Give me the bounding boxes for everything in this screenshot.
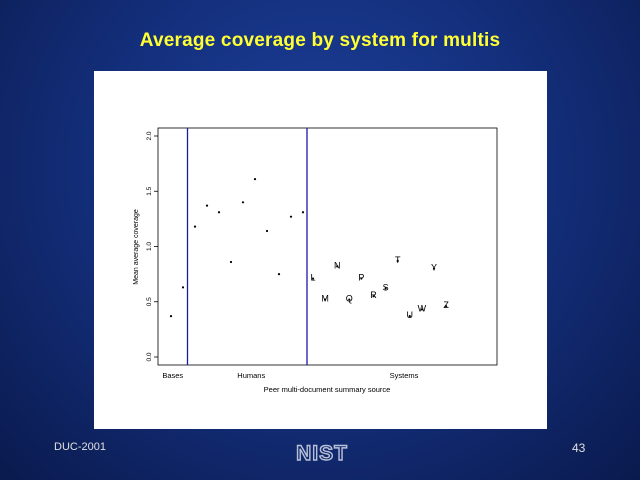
system-label-R: R xyxy=(370,290,377,300)
y-axis-label: Mean average coverage xyxy=(133,209,140,285)
baseline-point-1 xyxy=(181,286,185,289)
human-point-7 xyxy=(277,273,281,276)
y-tick-label-1: 0.5 xyxy=(146,297,153,306)
human-point-5 xyxy=(253,177,257,181)
system-label-Z: Z xyxy=(443,300,449,310)
system-label-M: M xyxy=(321,294,329,304)
system-point-T xyxy=(396,259,399,262)
group-label-systems: Systems xyxy=(390,371,419,380)
system-label-Y: Y xyxy=(431,263,437,273)
system-label-N: N xyxy=(334,260,341,270)
y-axis: 0.0 0.5 1.0 1.5 2.0 xyxy=(146,131,158,362)
system-label-U: U xyxy=(407,310,414,320)
system-point-S xyxy=(384,287,387,290)
group-label-bases: Bases xyxy=(162,371,183,380)
human-point-6 xyxy=(265,229,269,233)
system-label-S: S xyxy=(383,282,389,292)
group-labels: Bases Humans Systems xyxy=(162,371,418,380)
system-point-M xyxy=(324,298,327,301)
y-tick-label-3: 1.5 xyxy=(146,186,153,195)
system-label-P: P xyxy=(358,273,364,283)
y-tick-label-2: 1.0 xyxy=(146,242,153,251)
system-point-R xyxy=(372,295,375,298)
plot-frame xyxy=(157,127,498,366)
baseline-point-0 xyxy=(169,315,173,318)
human-point-1 xyxy=(205,204,209,207)
system-point-W xyxy=(420,308,423,311)
human-point-3 xyxy=(229,260,233,264)
group-label-humans: Humans xyxy=(237,371,265,380)
y-tick-label-0: 0.0 xyxy=(146,352,153,361)
system-label-Q: Q xyxy=(346,294,353,304)
human-point-0 xyxy=(193,225,197,228)
y-tick-label-4: 2.0 xyxy=(146,131,153,140)
group-dividers xyxy=(186,128,308,365)
system-label-T: T xyxy=(395,255,401,265)
system-point-P xyxy=(360,277,363,280)
human-point-2 xyxy=(217,211,221,214)
system-point-Z xyxy=(445,305,448,308)
scatter-chart: 0.0 0.5 1.0 1.5 2.0 L M N Q PRS T UW Y Z Bases Humans… xyxy=(133,127,498,394)
system-label-W: W xyxy=(418,303,427,313)
x-axis-label: Peer multi-document summary source xyxy=(264,385,391,394)
data-points: L M N Q PRS T UW Y Z xyxy=(169,177,449,320)
nist-logo-text: NIST xyxy=(296,442,348,464)
human-point-4 xyxy=(241,201,245,204)
system-point-Y xyxy=(432,267,436,270)
human-point-8 xyxy=(289,215,293,218)
system-point-N xyxy=(336,265,339,268)
footer-conference: DUC-2001 xyxy=(54,441,106,453)
nist-logo: NIST xyxy=(295,442,348,464)
system-point-L xyxy=(311,277,315,280)
slide-title: Average coverage by system for multis xyxy=(139,30,501,51)
page-number: 43 xyxy=(572,441,586,455)
system-point-U xyxy=(408,315,411,318)
human-point-9 xyxy=(301,211,305,214)
system-point-Q xyxy=(348,298,351,301)
system-label-L: L xyxy=(310,273,315,283)
